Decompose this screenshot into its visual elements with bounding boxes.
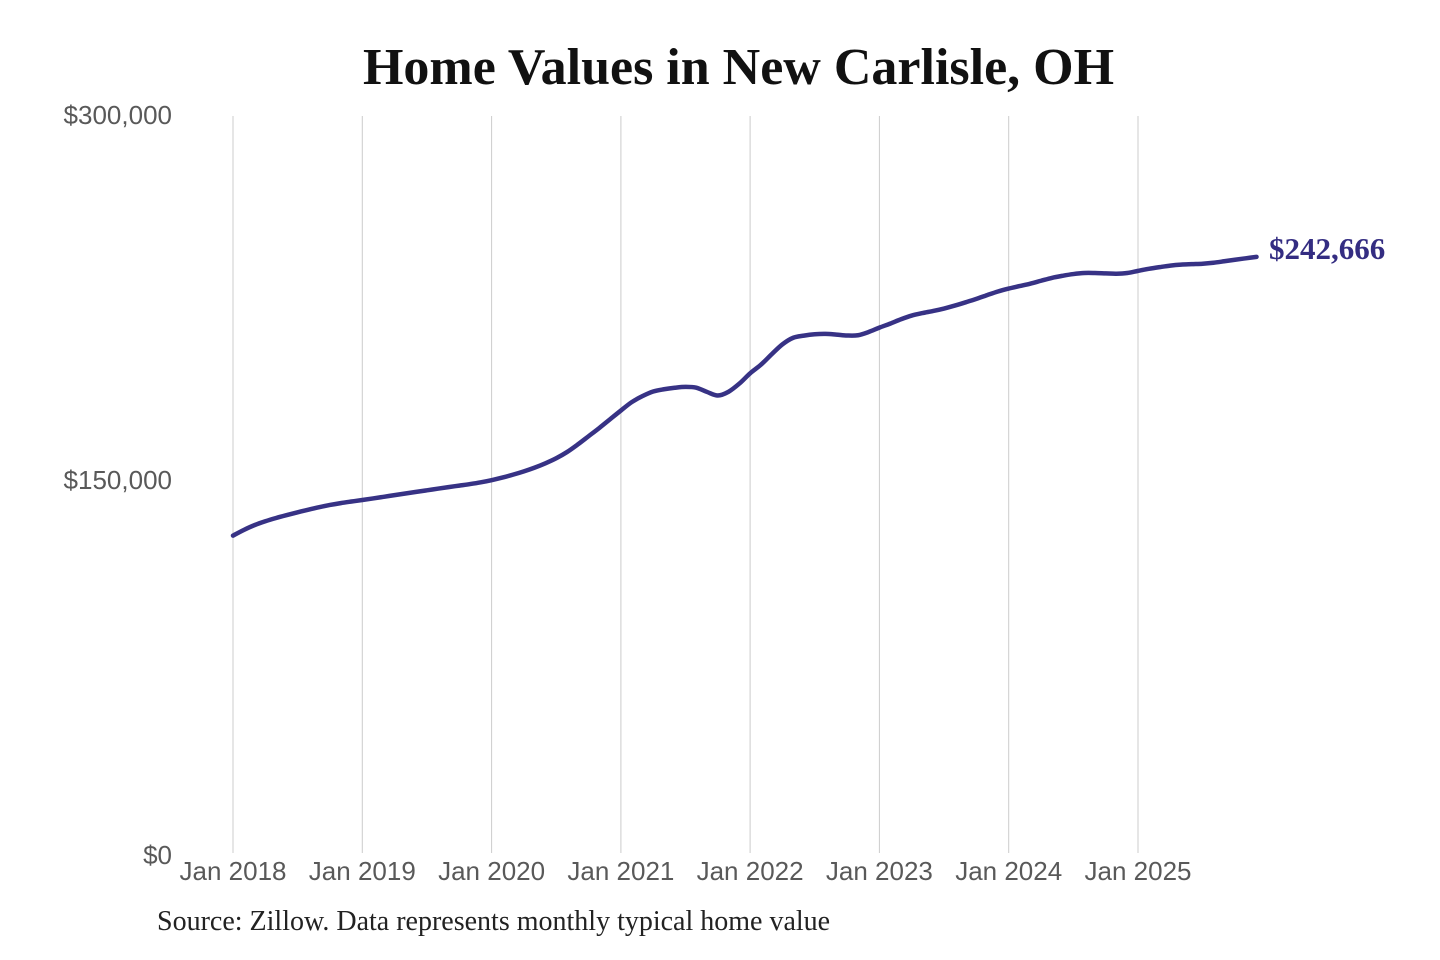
svg-text:Jan 2021: Jan 2021 xyxy=(567,856,674,886)
svg-text:Jan 2024: Jan 2024 xyxy=(955,856,1062,886)
svg-text:Jan 2018: Jan 2018 xyxy=(180,856,287,886)
svg-text:Jan 2019: Jan 2019 xyxy=(309,856,416,886)
svg-text:$150,000: $150,000 xyxy=(64,465,172,495)
svg-text:Jan 2020: Jan 2020 xyxy=(438,856,545,886)
svg-text:$242,666: $242,666 xyxy=(1269,231,1385,266)
svg-text:$0: $0 xyxy=(143,840,172,870)
svg-text:Jan 2025: Jan 2025 xyxy=(1085,856,1192,886)
svg-text:Jan 2022: Jan 2022 xyxy=(697,856,804,886)
svg-text:$300,000: $300,000 xyxy=(64,100,172,130)
svg-text:Jan 2023: Jan 2023 xyxy=(826,856,933,886)
